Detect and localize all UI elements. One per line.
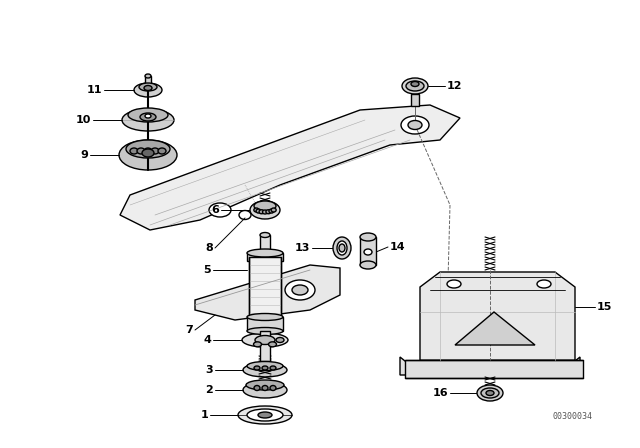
- Ellipse shape: [253, 342, 262, 347]
- Ellipse shape: [285, 280, 315, 300]
- Ellipse shape: [292, 285, 308, 295]
- Ellipse shape: [247, 327, 283, 335]
- Ellipse shape: [247, 362, 283, 370]
- Text: 00300034: 00300034: [553, 412, 593, 421]
- Bar: [249, 257, 281, 317]
- Ellipse shape: [130, 148, 138, 154]
- Ellipse shape: [271, 208, 276, 212]
- Ellipse shape: [411, 82, 419, 86]
- Bar: [411, 94, 419, 106]
- Text: 1: 1: [200, 410, 208, 420]
- Ellipse shape: [360, 261, 376, 269]
- Ellipse shape: [270, 366, 276, 370]
- Ellipse shape: [364, 249, 372, 255]
- Bar: [405, 360, 583, 378]
- Ellipse shape: [262, 210, 268, 214]
- Ellipse shape: [250, 201, 280, 219]
- Ellipse shape: [246, 380, 284, 390]
- Text: 12: 12: [447, 81, 463, 91]
- Ellipse shape: [247, 409, 283, 421]
- Polygon shape: [120, 105, 460, 230]
- Text: 16: 16: [433, 388, 448, 398]
- Text: 8: 8: [205, 243, 213, 253]
- Ellipse shape: [486, 391, 494, 396]
- Bar: [145, 76, 151, 88]
- Ellipse shape: [339, 244, 345, 252]
- Text: 10: 10: [76, 115, 91, 125]
- Polygon shape: [420, 272, 575, 360]
- Ellipse shape: [126, 140, 170, 158]
- Ellipse shape: [142, 149, 154, 157]
- Ellipse shape: [481, 388, 499, 398]
- Ellipse shape: [537, 280, 551, 288]
- Bar: [247, 253, 283, 261]
- Ellipse shape: [140, 113, 156, 121]
- Ellipse shape: [333, 237, 351, 259]
- Ellipse shape: [139, 83, 157, 91]
- Text: 14: 14: [390, 242, 406, 252]
- Ellipse shape: [270, 385, 276, 391]
- Ellipse shape: [151, 148, 159, 154]
- Ellipse shape: [254, 366, 260, 370]
- Ellipse shape: [337, 241, 347, 255]
- Ellipse shape: [239, 211, 251, 220]
- Ellipse shape: [259, 210, 264, 214]
- Ellipse shape: [402, 78, 428, 94]
- Ellipse shape: [360, 233, 376, 241]
- Ellipse shape: [238, 406, 292, 424]
- Ellipse shape: [247, 314, 283, 320]
- Text: 4: 4: [203, 335, 211, 345]
- Ellipse shape: [145, 114, 151, 118]
- Text: 3: 3: [205, 365, 213, 375]
- Ellipse shape: [255, 336, 275, 345]
- Ellipse shape: [477, 385, 503, 401]
- Ellipse shape: [276, 337, 284, 343]
- Ellipse shape: [266, 210, 271, 214]
- Ellipse shape: [269, 209, 274, 213]
- Text: 5: 5: [204, 265, 211, 275]
- Bar: [360, 237, 376, 265]
- Ellipse shape: [242, 333, 288, 347]
- Ellipse shape: [254, 385, 260, 391]
- Ellipse shape: [134, 83, 162, 97]
- Text: 9: 9: [80, 150, 88, 160]
- Ellipse shape: [269, 342, 276, 347]
- Ellipse shape: [243, 363, 287, 377]
- Ellipse shape: [256, 209, 261, 213]
- Ellipse shape: [137, 148, 145, 154]
- Ellipse shape: [145, 74, 151, 78]
- Ellipse shape: [401, 116, 429, 134]
- Text: 6: 6: [211, 205, 219, 215]
- Polygon shape: [195, 265, 340, 320]
- Ellipse shape: [158, 148, 166, 154]
- Text: 15: 15: [597, 302, 612, 312]
- Ellipse shape: [209, 203, 231, 217]
- Polygon shape: [455, 312, 535, 345]
- Ellipse shape: [247, 249, 283, 257]
- Ellipse shape: [144, 86, 152, 90]
- Ellipse shape: [122, 109, 174, 131]
- Ellipse shape: [258, 412, 272, 418]
- Ellipse shape: [447, 280, 461, 288]
- Ellipse shape: [408, 121, 422, 129]
- Ellipse shape: [119, 140, 177, 170]
- Ellipse shape: [262, 366, 268, 370]
- Text: 2: 2: [205, 385, 213, 395]
- Text: 7: 7: [185, 325, 193, 335]
- Polygon shape: [400, 357, 580, 375]
- Ellipse shape: [406, 81, 424, 91]
- Text: 11: 11: [86, 85, 102, 95]
- Ellipse shape: [254, 201, 276, 211]
- Ellipse shape: [260, 233, 270, 237]
- Bar: [247, 317, 283, 331]
- Ellipse shape: [128, 108, 168, 122]
- Ellipse shape: [144, 148, 152, 154]
- Ellipse shape: [262, 385, 268, 391]
- Ellipse shape: [254, 208, 259, 212]
- Bar: [260, 235, 270, 253]
- Bar: [260, 331, 270, 361]
- Text: 13: 13: [294, 243, 310, 253]
- Ellipse shape: [243, 382, 287, 398]
